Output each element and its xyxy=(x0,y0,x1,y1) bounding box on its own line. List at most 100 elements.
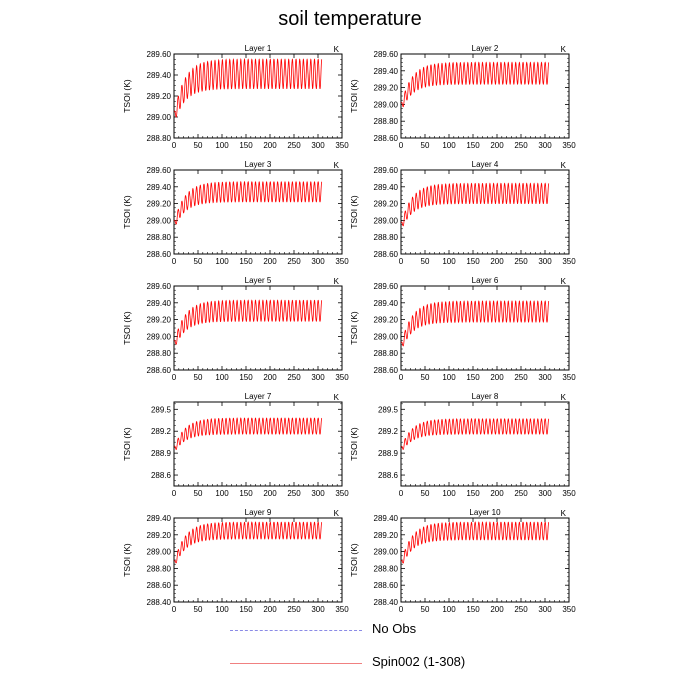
layer-1-y-tick-label: 289.20 xyxy=(147,92,172,101)
layer-1-y-tick-label: 289.00 xyxy=(147,113,172,122)
layer-6-x-tick-label: 250 xyxy=(514,373,528,382)
layer-4-x-tick-label: 100 xyxy=(442,257,456,266)
layer-7-panel: Layer 7 K TSOI (K) 0 50 100 150 200 250 300 350 288… xyxy=(122,392,349,498)
layer-8-x-tick-label: 300 xyxy=(538,489,552,498)
layer-8-panel: Layer 8 K TSOI (K) 0 50 100 150 200 250 300 350 288… xyxy=(349,392,576,498)
layer-4-y-tick-label: 288.60 xyxy=(374,250,399,259)
layer-8-y-axis-label: TSOI (K) xyxy=(349,427,359,461)
layer-4-x-tick-label: 0 xyxy=(399,257,404,266)
layer-7-y-tick-label: 288.9 xyxy=(151,449,172,458)
layer-9-x-tick-label: 0 xyxy=(172,605,177,614)
layer-9-y-tick-label: 289.00 xyxy=(147,548,172,557)
layer-1-x-tick-label: 150 xyxy=(239,141,253,150)
layer-4-y-tick-label: 288.80 xyxy=(374,233,399,242)
layer-6-y-tick-label: 288.60 xyxy=(374,366,399,375)
layer-9-unit: K xyxy=(334,509,340,518)
layer-4-y-tick-label: 289.40 xyxy=(374,183,399,192)
layer-1-panel: Layer 1 K TSOI (K) 0 50 100 150 200 250 300 350 288… xyxy=(122,44,349,150)
layer-4-y-tick-label: 289.20 xyxy=(374,200,399,209)
layer-3-y-tick-label: 289.00 xyxy=(147,216,172,225)
layer-5-y-axis-label: TSOI (K) xyxy=(122,311,132,345)
layer-4-title: Layer 4 xyxy=(472,160,499,169)
layer-1-x-tick-label: 50 xyxy=(194,141,203,150)
layer-7-x-tick-label: 100 xyxy=(215,489,229,498)
layer-8-y-tick-label: 288.9 xyxy=(378,449,399,458)
layer-6-y-tick-label: 289.40 xyxy=(374,299,399,308)
layer-9-y-axis-label: TSOI (K) xyxy=(122,543,132,577)
layer-1-y-axis-label: TSOI (K) xyxy=(122,79,132,113)
layer-1-x-tick-label: 300 xyxy=(311,141,325,150)
layer-7-x-tick-label: 0 xyxy=(172,489,177,498)
layer-8-x-tick-label: 100 xyxy=(442,489,456,498)
layer-3-x-tick-label: 150 xyxy=(239,257,253,266)
layer-5-x-tick-label: 250 xyxy=(287,373,301,382)
layer-2-frame xyxy=(400,53,570,139)
layer-5-x-tick-label: 0 xyxy=(172,373,177,382)
layer-4-series-line xyxy=(401,182,550,227)
layer-10-y-tick-label: 289.20 xyxy=(374,531,399,540)
layer-4-panel: Layer 4 K TSOI (K) 0 50 100 150 200 250 300 350 288… xyxy=(349,160,576,266)
layer-7-y-axis-label: TSOI (K) xyxy=(122,427,132,461)
layer-2-y-tick-label: 288.80 xyxy=(374,117,399,126)
layer-3-panel: Layer 3 K TSOI (K) 0 50 100 150 200 250 300 350 288… xyxy=(122,160,349,266)
layer-4-frame xyxy=(400,169,570,255)
layer-10-x-tick-label: 100 xyxy=(442,605,456,614)
layer-3-x-tick-label: 300 xyxy=(311,257,325,266)
legend-no-obs-label: No Obs xyxy=(372,621,417,636)
layer-3-y-tick-label: 289.40 xyxy=(147,183,172,192)
layer-3-y-tick-label: 288.80 xyxy=(147,233,172,242)
layer-7-series-line xyxy=(174,417,323,451)
layer-5-x-tick-label: 350 xyxy=(335,373,349,382)
layer-3-x-tick-label: 200 xyxy=(263,257,277,266)
layer-7-y-tick-label: 289.5 xyxy=(151,405,172,414)
layer-1-x-tick-label: 100 xyxy=(215,141,229,150)
layer-5-x-tick-label: 50 xyxy=(194,373,203,382)
layer-2-y-tick-label: 289.20 xyxy=(374,84,399,93)
layer-1-y-tick-label: 289.60 xyxy=(147,50,172,59)
layer-4-x-tick-label: 200 xyxy=(490,257,504,266)
legend-run: Spin002 (1-308) xyxy=(230,654,530,674)
layer-4-x-tick-label: 350 xyxy=(562,257,576,266)
layer-10-panel: Layer 10 K TSOI (K) 0 50 100 150 200 250 300 350 28… xyxy=(349,508,576,614)
layer-4-x-tick-label: 250 xyxy=(514,257,528,266)
layer-9-x-tick-label: 50 xyxy=(194,605,203,614)
layer-8-x-tick-label: 250 xyxy=(514,489,528,498)
layer-9-x-tick-label: 200 xyxy=(263,605,277,614)
layer-10-y-tick-label: 289.40 xyxy=(374,514,399,523)
layer-9-x-tick-label: 250 xyxy=(287,605,301,614)
layer-2-series-line xyxy=(401,61,550,108)
layer-3-y-axis-label: TSOI (K) xyxy=(122,195,132,229)
layer-2-x-tick-label: 150 xyxy=(466,141,480,150)
layer-4-x-tick-label: 50 xyxy=(421,257,430,266)
layer-8-x-tick-label: 350 xyxy=(562,489,576,498)
layer-10-y-tick-label: 289.00 xyxy=(374,548,399,557)
layer-5-x-tick-label: 150 xyxy=(239,373,253,382)
layer-5-y-tick-label: 289.20 xyxy=(147,316,172,325)
layer-2-y-tick-label: 288.60 xyxy=(374,134,399,143)
layer-3-y-tick-label: 288.60 xyxy=(147,250,172,259)
layer-6-y-axis-label: TSOI (K) xyxy=(349,311,359,345)
layer-9-x-tick-label: 100 xyxy=(215,605,229,614)
layer-3-series-line xyxy=(174,180,323,225)
layer-9-series-line xyxy=(174,521,323,564)
layer-6-x-tick-label: 300 xyxy=(538,373,552,382)
layer-10-y-axis-label: TSOI (K) xyxy=(349,543,359,577)
layer-1-series-line xyxy=(174,58,323,118)
layer-2-y-axis-label: TSOI (K) xyxy=(349,79,359,113)
layer-10-x-tick-label: 300 xyxy=(538,605,552,614)
layer-9-x-tick-label: 150 xyxy=(239,605,253,614)
layer-7-x-tick-label: 350 xyxy=(335,489,349,498)
layer-5-y-tick-label: 288.80 xyxy=(147,349,172,358)
layer-7-x-tick-label: 250 xyxy=(287,489,301,498)
layer-10-title: Layer 10 xyxy=(469,508,501,517)
layer-2-x-tick-label: 350 xyxy=(562,141,576,150)
layer-8-y-tick-label: 289.2 xyxy=(378,427,399,436)
layer-3-x-tick-label: 50 xyxy=(194,257,203,266)
layer-2-x-tick-label: 300 xyxy=(538,141,552,150)
layer-1-x-tick-label: 200 xyxy=(263,141,277,150)
layer-1-x-tick-label: 250 xyxy=(287,141,301,150)
layer-10-y-tick-label: 288.60 xyxy=(374,581,399,590)
layer-8-unit: K xyxy=(561,393,567,402)
layer-5-y-tick-label: 289.40 xyxy=(147,299,172,308)
